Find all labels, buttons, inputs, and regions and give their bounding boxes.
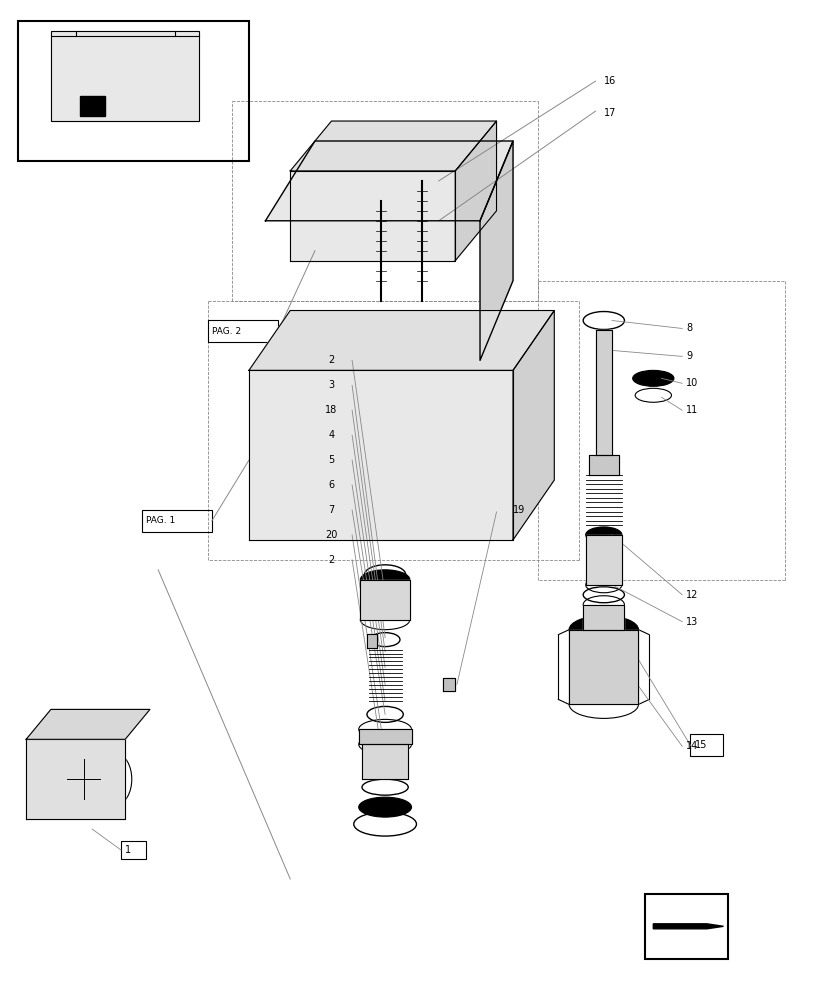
Ellipse shape xyxy=(568,616,638,644)
Text: 18: 18 xyxy=(325,405,337,415)
Polygon shape xyxy=(653,924,723,929)
Ellipse shape xyxy=(358,797,411,817)
Text: 4: 4 xyxy=(328,430,334,440)
Polygon shape xyxy=(585,535,621,585)
Ellipse shape xyxy=(632,370,673,386)
Polygon shape xyxy=(249,370,513,540)
Polygon shape xyxy=(588,455,618,475)
Polygon shape xyxy=(79,96,104,116)
Text: 5: 5 xyxy=(328,455,334,465)
Polygon shape xyxy=(360,580,409,620)
Text: PAG. 1: PAG. 1 xyxy=(146,516,174,525)
Text: 3: 3 xyxy=(328,380,334,390)
Polygon shape xyxy=(290,121,496,171)
Polygon shape xyxy=(455,121,496,261)
Polygon shape xyxy=(442,678,455,691)
Polygon shape xyxy=(513,311,553,540)
Ellipse shape xyxy=(370,195,390,207)
Bar xyxy=(208,320,278,342)
Polygon shape xyxy=(26,739,125,819)
Text: 14: 14 xyxy=(686,741,698,751)
Bar xyxy=(18,719,183,899)
Bar xyxy=(121,841,146,859)
Polygon shape xyxy=(595,330,611,455)
Text: 6: 6 xyxy=(328,480,334,490)
Text: PAG. 2: PAG. 2 xyxy=(212,327,241,336)
Polygon shape xyxy=(361,744,408,779)
Text: 9: 9 xyxy=(686,351,691,361)
Bar xyxy=(690,734,723,756)
Ellipse shape xyxy=(360,570,409,590)
Ellipse shape xyxy=(585,527,621,543)
Bar xyxy=(50,31,199,121)
Text: 20: 20 xyxy=(325,530,337,540)
Polygon shape xyxy=(358,729,411,744)
Text: 13: 13 xyxy=(686,617,698,627)
Text: 11: 11 xyxy=(686,405,698,415)
Polygon shape xyxy=(249,311,553,370)
Bar xyxy=(644,894,727,959)
Bar xyxy=(141,510,212,532)
Text: 10: 10 xyxy=(686,378,698,388)
Text: 2: 2 xyxy=(328,355,334,365)
Polygon shape xyxy=(568,630,638,704)
Polygon shape xyxy=(26,709,150,739)
Polygon shape xyxy=(265,141,513,221)
Text: 17: 17 xyxy=(603,108,615,118)
Polygon shape xyxy=(480,141,513,360)
Text: 1: 1 xyxy=(125,845,131,855)
Bar xyxy=(18,21,249,161)
Text: 2: 2 xyxy=(328,555,334,565)
Ellipse shape xyxy=(412,175,432,187)
Text: 7: 7 xyxy=(328,505,334,515)
Polygon shape xyxy=(290,171,455,261)
Polygon shape xyxy=(582,605,624,630)
Polygon shape xyxy=(50,31,199,121)
Polygon shape xyxy=(366,634,376,648)
Text: 15: 15 xyxy=(694,740,706,750)
Text: 12: 12 xyxy=(686,590,698,600)
Text: 16: 16 xyxy=(603,76,615,86)
Text: 19: 19 xyxy=(513,505,524,515)
Text: 8: 8 xyxy=(686,323,691,333)
